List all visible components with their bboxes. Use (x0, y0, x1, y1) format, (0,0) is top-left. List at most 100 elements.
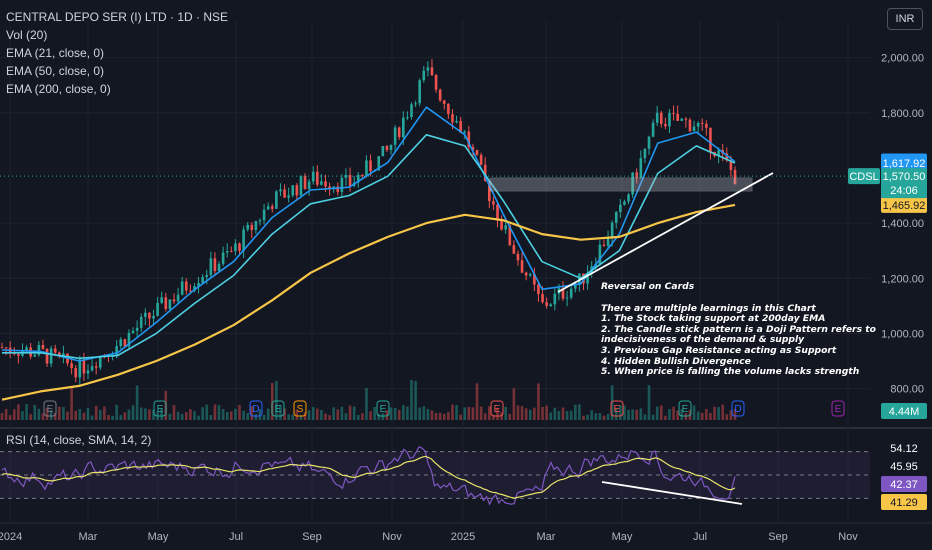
candle-body (217, 263, 221, 272)
candle-body (311, 171, 315, 182)
event-badge-icon (731, 400, 745, 417)
volume-bar (627, 409, 630, 420)
candle-body (156, 302, 159, 316)
candle-body (680, 118, 684, 121)
volume-bar (41, 413, 45, 420)
candle-body (78, 359, 82, 378)
candle-body (467, 131, 471, 148)
note-line: There are multiple learnings in this Cha… (601, 302, 816, 314)
price-tick-label: 1,200.00 (881, 273, 924, 285)
candle-body (672, 112, 675, 114)
legend-ema-200[interactable]: EMA (200, close, 0) (6, 82, 111, 96)
legend-ema-50[interactable]: EMA (50, close, 0) (6, 64, 105, 78)
candle-body (213, 258, 217, 272)
price-tick-label: 1,400.00 (881, 218, 924, 230)
candle-body (471, 147, 475, 150)
volume-bar (594, 413, 598, 420)
candle-body (520, 260, 524, 273)
candle-body (29, 347, 32, 357)
volume-bar (467, 406, 471, 420)
candle-body (316, 171, 319, 185)
candle-body (324, 181, 327, 187)
rsi-tag (881, 440, 927, 456)
ema-line-50 (2, 134, 736, 360)
candle-body (62, 353, 65, 357)
rsi-ma-line (1, 455, 736, 499)
candle-body (279, 189, 282, 192)
symbol-title[interactable]: CENTRAL DEPO SER (I) LTD · 1D · NSE (6, 10, 229, 24)
candle-body (406, 116, 409, 118)
volume-bar (8, 415, 12, 420)
candle-body (180, 281, 184, 295)
volume-bar (328, 415, 331, 420)
time-tick-label: May (148, 531, 169, 543)
candle-body (475, 149, 479, 155)
volume-bar (631, 409, 634, 420)
volume-bar (234, 408, 237, 420)
volume-bar (496, 407, 499, 420)
volume-bar (430, 410, 434, 420)
rsi-tag (881, 458, 927, 474)
candle-body (135, 327, 139, 331)
time-tick-label: Nov (838, 531, 858, 543)
event-badge-letter: E (275, 404, 282, 415)
candle-body (438, 89, 442, 101)
candle-body (356, 174, 360, 183)
volume-bar (389, 407, 393, 420)
candle-body (377, 156, 381, 171)
volume-bar (676, 410, 679, 420)
event-badge-letter: E (835, 404, 842, 415)
event-badge-icon (831, 400, 845, 417)
candle-body (291, 185, 295, 196)
candle-body (144, 312, 147, 317)
legend-ema-21[interactable]: EMA (21, close, 0) (6, 46, 105, 60)
volume-bar (377, 413, 381, 420)
volume-bar (123, 412, 127, 420)
candle-body (0, 347, 4, 349)
volume-bar (537, 383, 540, 420)
candle-body (254, 221, 258, 230)
volume-bar (115, 404, 118, 420)
volume-bar (180, 414, 184, 420)
candle-body (262, 209, 266, 221)
legend-volume[interactable]: Vol (20) (6, 28, 48, 42)
candle-body (500, 220, 503, 230)
volume-bar (103, 406, 106, 420)
volume-bar (647, 385, 651, 420)
candle-body (696, 122, 700, 127)
candle-body (528, 274, 532, 276)
candle-body (700, 122, 704, 124)
candle-body (98, 355, 102, 368)
candle-body (53, 348, 57, 353)
volume-bar (279, 405, 282, 420)
note-title: Reversal on Cards (601, 281, 695, 292)
volume-bar (49, 410, 53, 420)
event-badge-letter: E (682, 404, 689, 415)
volume-bar (463, 407, 467, 420)
volume-bar (21, 410, 24, 420)
volume-bar (184, 412, 188, 420)
volume-bar (717, 407, 720, 420)
candle-body (197, 282, 200, 287)
volume-bar (639, 408, 643, 420)
candle-body (385, 146, 389, 150)
volume-bar (696, 411, 700, 420)
volume-bar (238, 404, 241, 420)
candle-body (619, 204, 622, 212)
candle-body (639, 158, 643, 178)
volume-bar (86, 408, 90, 420)
volume-bar (561, 407, 565, 420)
volume-bar (4, 408, 8, 420)
volume-bar (504, 406, 507, 420)
volume-bar (361, 413, 364, 420)
rsi-legend[interactable]: RSI (14, close, SMA, 14, 2) (6, 433, 152, 447)
rsi-tag (881, 476, 927, 492)
currency-button[interactable]: INR (887, 8, 923, 30)
candle-body (49, 348, 53, 364)
volume-bar (230, 411, 233, 420)
volume-bar (94, 405, 98, 420)
volume-bar (176, 411, 180, 420)
event-badge-icon (293, 400, 307, 417)
volume-bar (107, 414, 110, 420)
